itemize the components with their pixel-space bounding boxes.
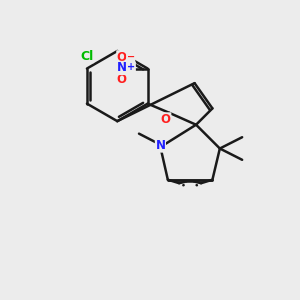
Text: Cl: Cl: [80, 50, 94, 63]
Text: +: +: [127, 62, 135, 72]
Text: O: O: [161, 113, 171, 126]
Text: O: O: [117, 51, 127, 64]
Text: O: O: [117, 74, 127, 86]
Text: N: N: [117, 61, 127, 74]
Text: N: N: [155, 139, 165, 152]
Text: −: −: [127, 52, 135, 62]
